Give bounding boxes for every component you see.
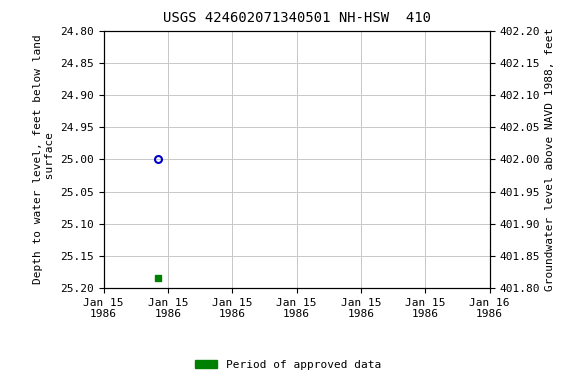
Y-axis label: Depth to water level, feet below land
 surface: Depth to water level, feet below land su… [33,35,55,284]
Title: USGS 424602071340501 NH-HSW  410: USGS 424602071340501 NH-HSW 410 [162,12,431,25]
Y-axis label: Groundwater level above NAVD 1988, feet: Groundwater level above NAVD 1988, feet [545,28,555,291]
Legend: Period of approved data: Period of approved data [191,356,385,375]
